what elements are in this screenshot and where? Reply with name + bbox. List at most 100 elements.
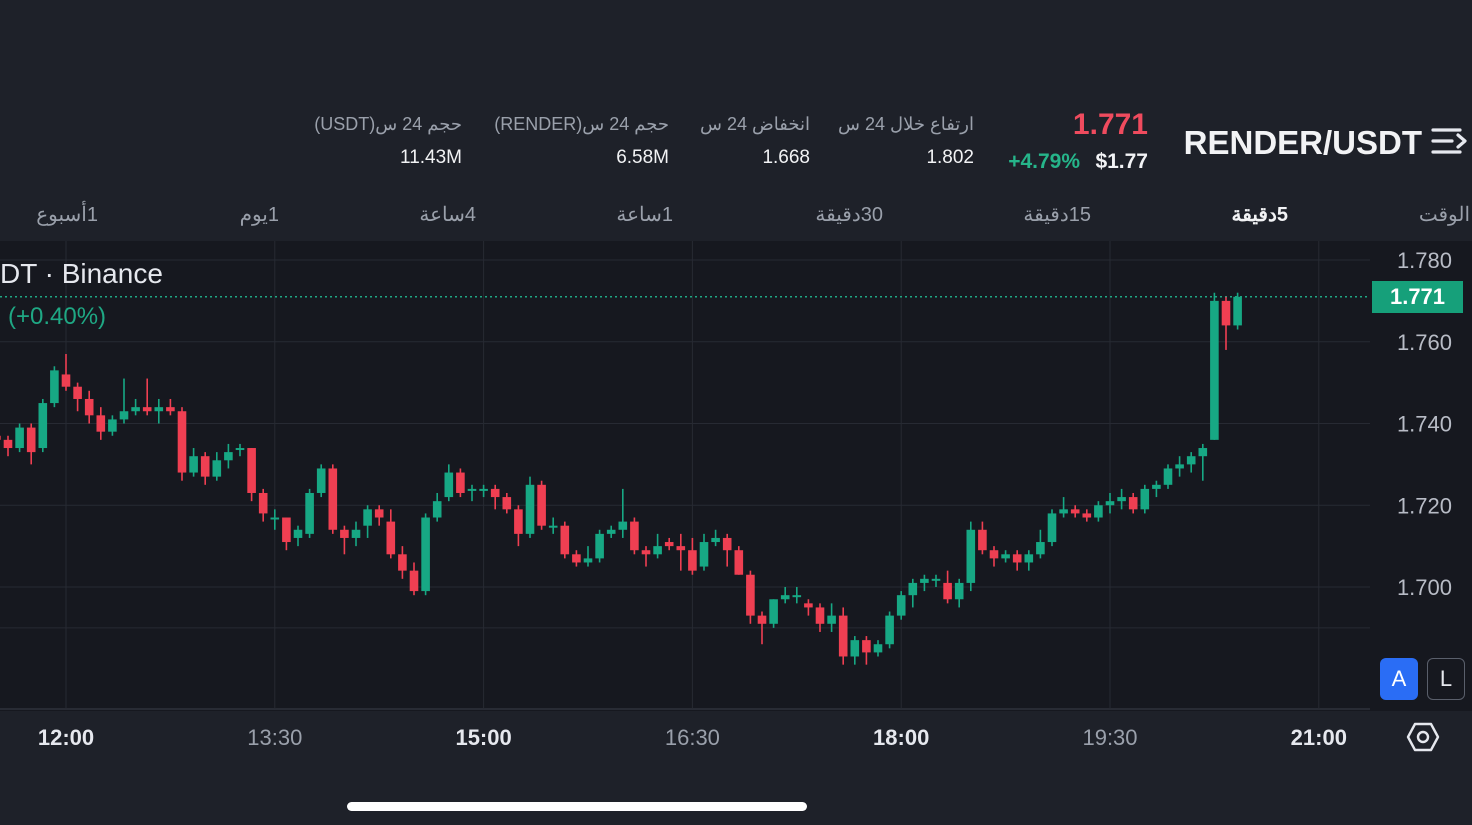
candle-body <box>943 582 952 600</box>
candle-body <box>583 558 593 563</box>
candle-body <box>96 415 106 432</box>
x-tick-label: 15:00 <box>455 725 512 750</box>
candle-body <box>61 374 71 387</box>
candle-body <box>432 501 442 518</box>
log-scale-button[interactable]: L <box>1427 658 1465 700</box>
candle-body <box>827 615 836 624</box>
candle-body <box>548 525 558 528</box>
candle-body <box>363 509 372 526</box>
tab-5min[interactable]: 5دقيقة <box>1231 204 1288 226</box>
candle-body <box>421 517 430 592</box>
y-tick-label: 1.720 <box>1397 493 1452 518</box>
candle-body <box>1221 300 1231 326</box>
candle-body <box>247 448 256 493</box>
stat-value: 6.58M <box>616 147 669 168</box>
candle-body <box>908 582 918 596</box>
chart-change-label: (+0.40%) <box>8 303 107 330</box>
candle-body <box>1047 513 1057 543</box>
candle-body <box>84 398 94 416</box>
current-price-tag: 1.771 <box>1372 281 1463 313</box>
candle-body <box>467 488 477 491</box>
time-axis: 12:00 13:30 15:00 16:30 18:00 19:30 21:00 <box>0 711 1472 761</box>
tab-1week[interactable]: 1أسبوع <box>36 204 98 226</box>
x-tick-label: 19:30 <box>1082 725 1138 750</box>
candle-body <box>873 644 883 653</box>
candle-body <box>1001 554 1010 559</box>
candle-body <box>525 484 535 534</box>
tab-30min[interactable]: 30دقيقة <box>815 204 883 226</box>
candle-body <box>1082 513 1092 518</box>
candle-body <box>374 509 384 518</box>
candle-body <box>282 517 291 543</box>
candle-body <box>386 521 396 555</box>
candle-body <box>73 386 82 399</box>
x-tick-label: 13:30 <box>247 725 303 750</box>
candle-body <box>618 521 628 530</box>
settings-icon[interactable] <box>1406 721 1440 753</box>
auto-scale-button[interactable]: A <box>1380 658 1418 700</box>
candle-body <box>514 509 523 534</box>
candle-body <box>15 427 24 449</box>
candle-body <box>688 550 697 571</box>
candle-body <box>177 411 187 473</box>
y-tick-label: 1.780 <box>1397 248 1452 273</box>
candle-body <box>653 546 662 555</box>
candle-body <box>664 542 674 547</box>
candle-body <box>38 403 48 449</box>
tab-time[interactable]: الوقت <box>1418 204 1470 226</box>
stat-24h-high: ارتفاع خلال 24 س 1.802 <box>838 114 974 169</box>
stat-24h-volume-quote: حجم 24 س(USDT) 11.43M <box>314 114 462 169</box>
pair-title[interactable]: RENDER/USDT <box>1183 124 1422 161</box>
candle-body <box>1094 505 1103 518</box>
candle-body <box>722 537 732 551</box>
candle-body <box>560 525 570 555</box>
candle-body <box>444 472 454 498</box>
candle-body <box>595 533 604 559</box>
stat-value: 1.668 <box>762 147 810 168</box>
chart-area[interactable]: 1.780 1.760 1.740 1.720 1.700 <box>0 241 1472 711</box>
candle-body <box>1163 468 1173 485</box>
tab-1hour[interactable]: 1ساعة <box>616 204 673 226</box>
candle-body <box>1186 456 1196 465</box>
candlestick-chart[interactable]: 1.780 1.760 1.740 1.720 1.700 <box>0 241 1472 711</box>
candle-body <box>815 607 825 624</box>
home-indicator <box>347 802 807 811</box>
candle-body <box>966 529 976 583</box>
candle-body <box>537 484 546 526</box>
candle-body <box>1210 300 1219 440</box>
stat-label: انخفاض 24 س <box>700 114 810 134</box>
candle-body <box>1036 542 1045 555</box>
candle-body <box>920 578 929 583</box>
usd-price: $1.77 <box>1095 150 1148 173</box>
y-tick-label: 1.760 <box>1397 330 1452 355</box>
candle-body <box>1128 497 1138 510</box>
stat-label: ارتفاع خلال 24 س <box>838 114 974 134</box>
tab-4hour[interactable]: 4ساعة <box>419 204 476 226</box>
tab-15min[interactable]: 15دقيقة <box>1023 204 1091 226</box>
candle-body <box>258 492 268 514</box>
candle-body <box>746 574 755 616</box>
candle-body <box>954 582 964 600</box>
candle-body <box>142 407 152 412</box>
candle-body <box>630 521 639 551</box>
candle-body <box>398 554 407 571</box>
candle-body <box>479 488 488 491</box>
stat-label: حجم 24 س(RENDER) <box>494 114 669 134</box>
candle-body <box>490 488 500 498</box>
candle-body <box>166 407 175 412</box>
stat-24h-volume-base: حجم 24 س(RENDER) 6.58M <box>494 114 669 169</box>
candle-body <box>606 529 616 534</box>
candle-body <box>224 452 233 461</box>
menu-icon[interactable] <box>1430 124 1470 160</box>
chart-symbol-label: DT · Binance <box>0 258 163 289</box>
candle-body <box>1198 448 1208 457</box>
x-tick-label: 21:00 <box>1290 725 1347 750</box>
candle-body <box>676 546 686 551</box>
candle-body <box>1070 509 1080 514</box>
candle-body <box>50 370 59 404</box>
tab-1day[interactable]: 1يوم <box>239 204 279 226</box>
candle-body <box>119 411 129 420</box>
stat-value: 11.43M <box>400 147 462 168</box>
candle-body <box>1105 501 1115 506</box>
candle-body <box>108 419 117 432</box>
